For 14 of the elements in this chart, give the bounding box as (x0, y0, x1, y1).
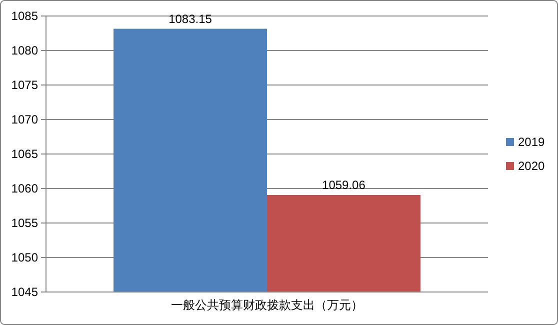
y-tick-label: 1085 (11, 9, 38, 24)
data-label: 1059.06 (322, 178, 366, 192)
y-tick-label: 1045 (11, 285, 38, 300)
legend-label: 2020 (518, 159, 546, 174)
legend-label: 2019 (518, 135, 546, 150)
y-tick-label: 1060 (11, 182, 38, 196)
y-tick-label: 1050 (11, 250, 38, 265)
x-tick-label: 一般公共预算财政拨款支出（万元） (171, 298, 363, 312)
data-label: 1083.15 (168, 12, 212, 26)
y-tick-label: 1080 (11, 44, 38, 58)
y-tick-label: 1070 (11, 112, 38, 127)
y-tick-label: 1065 (11, 147, 38, 162)
y-tick-label: 1055 (11, 216, 38, 230)
y-tick-label: 1075 (11, 78, 38, 92)
